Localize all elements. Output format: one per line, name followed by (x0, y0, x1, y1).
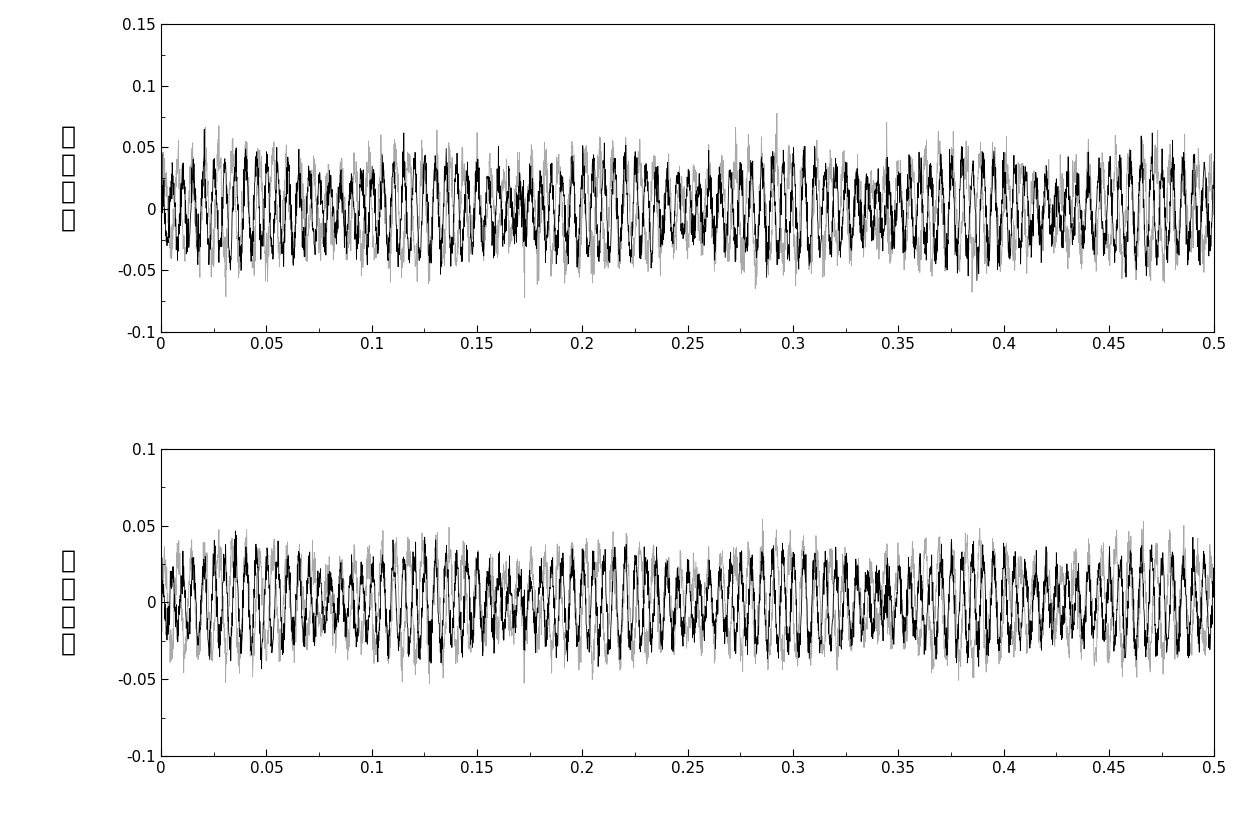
Y-axis label: 重
构
信
号: 重 构 信 号 (61, 549, 76, 656)
Y-axis label: 原
始
信
号: 原 始 信 号 (61, 124, 76, 232)
